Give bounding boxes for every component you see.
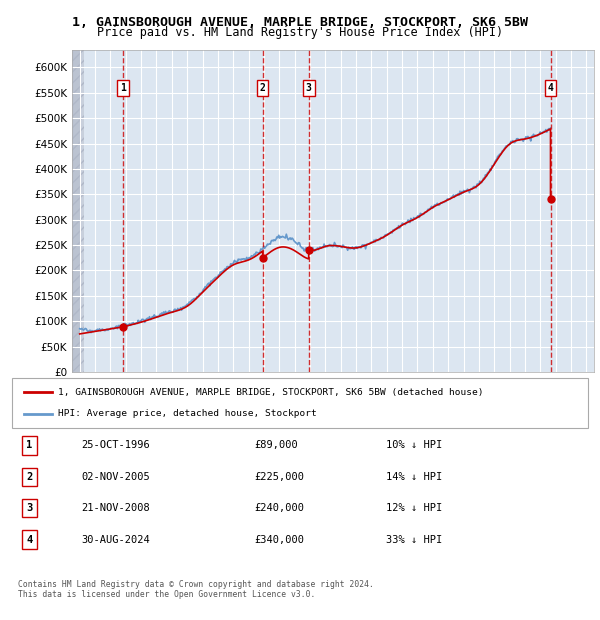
Text: 1: 1: [120, 82, 126, 92]
Text: 2: 2: [260, 82, 266, 92]
Text: 30-AUG-2024: 30-AUG-2024: [81, 534, 150, 544]
Text: HPI: Average price, detached house, Stockport: HPI: Average price, detached house, Stoc…: [58, 409, 317, 419]
Text: 3: 3: [306, 82, 311, 92]
Text: 12% ↓ HPI: 12% ↓ HPI: [386, 503, 443, 513]
Text: 33% ↓ HPI: 33% ↓ HPI: [386, 534, 443, 544]
Text: 10% ↓ HPI: 10% ↓ HPI: [386, 440, 443, 450]
Text: 21-NOV-2008: 21-NOV-2008: [81, 503, 150, 513]
Text: Price paid vs. HM Land Registry's House Price Index (HPI): Price paid vs. HM Land Registry's House …: [97, 26, 503, 39]
Text: £340,000: £340,000: [254, 534, 304, 544]
Text: £89,000: £89,000: [254, 440, 298, 450]
FancyBboxPatch shape: [12, 378, 588, 428]
Text: 4: 4: [26, 534, 32, 544]
Text: 2: 2: [26, 472, 32, 482]
Text: Contains HM Land Registry data © Crown copyright and database right 2024.
This d: Contains HM Land Registry data © Crown c…: [18, 580, 374, 599]
Text: 14% ↓ HPI: 14% ↓ HPI: [386, 472, 443, 482]
Text: 25-OCT-1996: 25-OCT-1996: [81, 440, 150, 450]
Text: 1, GAINSBOROUGH AVENUE, MARPLE BRIDGE, STOCKPORT, SK6 5BW: 1, GAINSBOROUGH AVENUE, MARPLE BRIDGE, S…: [72, 16, 528, 29]
Text: 3: 3: [26, 503, 32, 513]
Text: £225,000: £225,000: [254, 472, 304, 482]
Text: 02-NOV-2005: 02-NOV-2005: [81, 472, 150, 482]
Text: 1, GAINSBOROUGH AVENUE, MARPLE BRIDGE, STOCKPORT, SK6 5BW (detached house): 1, GAINSBOROUGH AVENUE, MARPLE BRIDGE, S…: [58, 388, 484, 397]
Text: 4: 4: [548, 82, 553, 92]
Text: £240,000: £240,000: [254, 503, 304, 513]
Text: 1: 1: [26, 440, 32, 450]
